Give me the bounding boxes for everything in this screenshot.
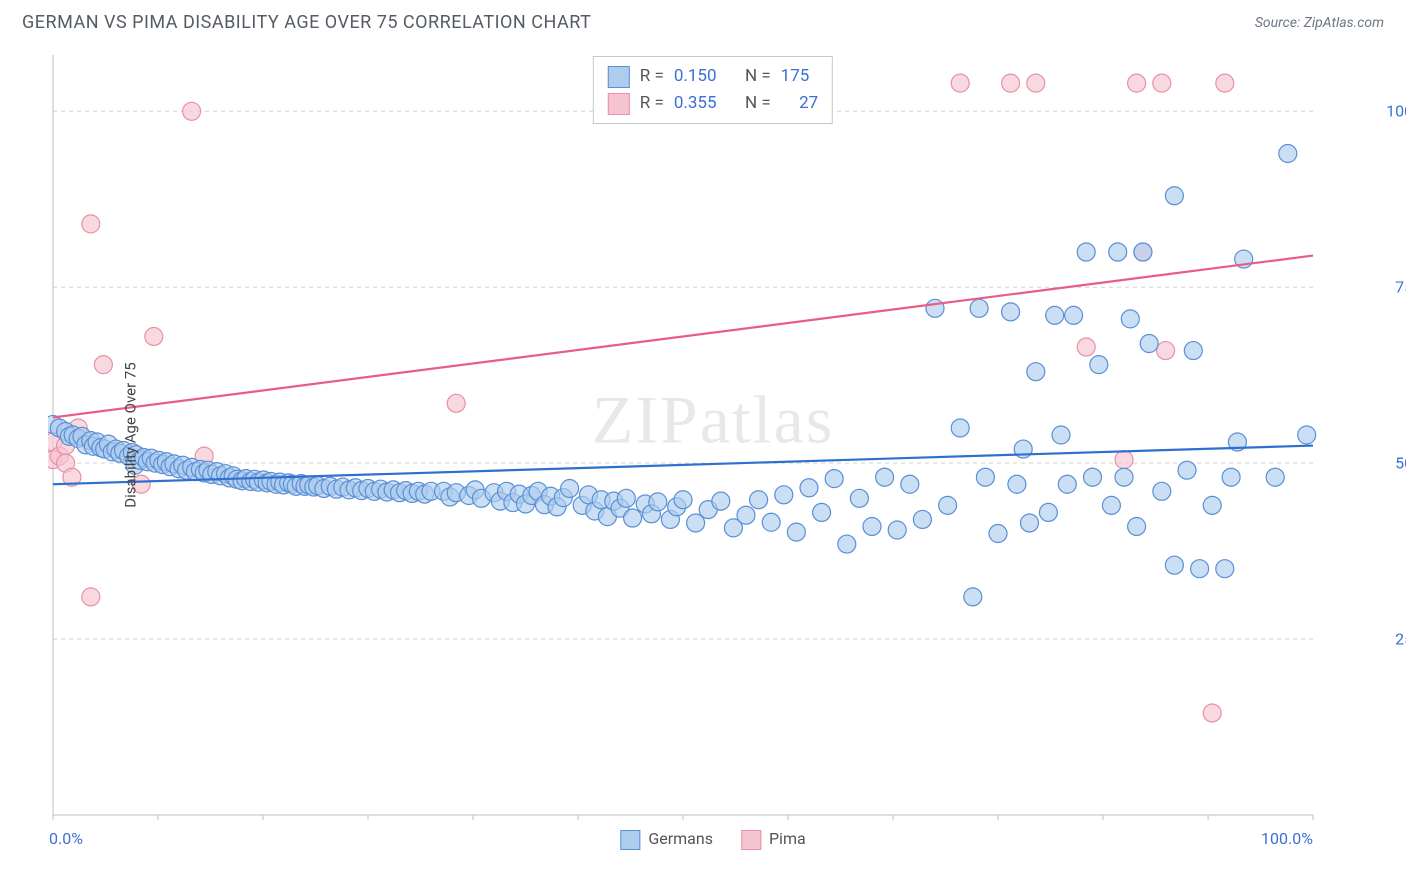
r-label: R = [640,63,664,90]
swatch-pima [608,93,630,115]
scatter-chart [48,50,1378,820]
plot-area: Disability Age Over 75 ZIPatlas R = 0.15… [48,50,1378,820]
legend-row-pima: R = 0.355 N = 27 [608,90,818,117]
x-tick-label: 100.0% [1261,829,1313,848]
r-value-pima: 0.355 [674,90,717,117]
legend-label-pima: Pima [769,829,806,848]
legend-label-germans: Germans [648,829,713,848]
y-axis-label: Disability Age Over 75 [122,362,140,507]
y-tick-label: 100.0% [1386,102,1406,121]
correlation-legend-box: R = 0.150 N = 175 R = 0.355 N = 27 [593,56,833,124]
chart-title: GERMAN VS PIMA DISABILITY AGE OVER 75 CO… [22,12,591,33]
y-tick-label: 50.0% [1395,454,1406,473]
r-label: R = [640,90,664,117]
n-value-germans: 175 [781,63,810,90]
x-axis-legend: Germans Pima [620,829,805,850]
legend-item-pima: Pima [741,829,806,850]
y-tick-label: 25.0% [1395,630,1406,649]
legend-row-germans: R = 0.150 N = 175 [608,63,818,90]
swatch-germans-icon [620,830,640,850]
source-attribution: Source: ZipAtlas.com [1255,15,1384,31]
x-tick-label: 0.0% [49,829,83,848]
n-value-pima: 27 [799,90,818,117]
swatch-germans [608,66,630,88]
r-value-germans: 0.150 [674,63,717,90]
n-label: N = [745,63,771,90]
legend-item-germans: Germans [620,829,713,850]
y-tick-label: 75.0% [1395,278,1406,297]
n-label: N = [745,90,771,117]
swatch-pima-icon [741,830,761,850]
